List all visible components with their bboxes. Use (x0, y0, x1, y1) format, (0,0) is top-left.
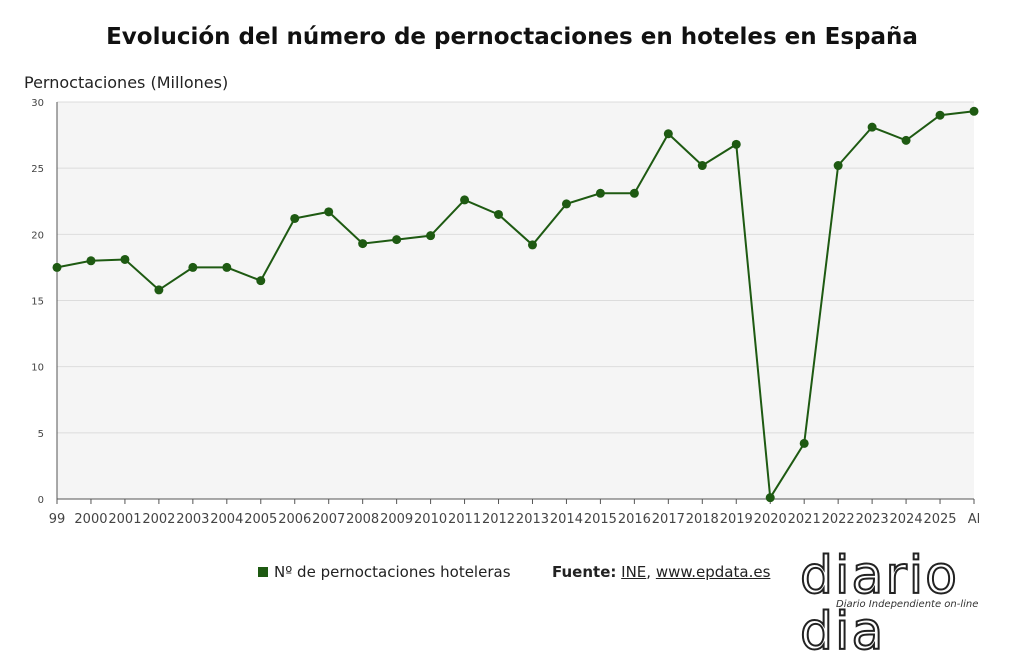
data-point (595, 188, 605, 198)
y-tick-label: 30 (31, 98, 44, 109)
data-point (86, 256, 96, 266)
data-point (460, 195, 470, 205)
data-point (697, 161, 707, 171)
x-tick-label: 2025 (923, 512, 956, 527)
x-tick-label: 2012 (482, 512, 515, 527)
x-tick-label: 2023 (856, 512, 889, 527)
x-tick-label: 2013 (516, 512, 549, 527)
x-tick-label: 2001 (108, 512, 141, 527)
data-point (629, 188, 639, 198)
data-point (731, 139, 741, 149)
data-point (188, 262, 198, 272)
legend-swatch (258, 567, 268, 577)
data-point (561, 199, 571, 209)
x-tick-label: 2007 (312, 512, 345, 527)
data-point (901, 135, 911, 145)
x-tick-label: 2000 (74, 512, 107, 527)
x-tick-label: 2006 (278, 512, 311, 527)
series-line (56, 110, 975, 501)
data-point (527, 240, 537, 250)
x-tick-label: 2009 (380, 512, 413, 527)
x-tick-label: 2024 (890, 512, 923, 527)
y-tick-label: 0 (38, 495, 44, 506)
source-separator: , (646, 563, 652, 581)
x-tick-label: 2022 (822, 512, 855, 527)
source-prefix: Fuente: (552, 563, 617, 581)
x-tick-label: Al (968, 512, 981, 527)
data-point (358, 239, 368, 249)
x-tick-label: 2005 (244, 512, 277, 527)
x-tick-label: 2008 (346, 512, 379, 527)
data-point (935, 110, 945, 120)
x-tick-label: 2019 (720, 512, 753, 527)
x-tick-label: 2010 (414, 512, 447, 527)
data-point (290, 213, 300, 223)
y-tick-label: 5 (38, 429, 44, 440)
data-point (494, 209, 504, 219)
data-point (154, 285, 164, 295)
data-point (969, 106, 979, 116)
x-tick-label: 2003 (176, 512, 209, 527)
x-tick-label: 99 (49, 512, 66, 527)
x-tick-label: 2011 (448, 512, 481, 527)
x-tick-label: 2014 (550, 512, 583, 527)
data-point (833, 161, 843, 171)
data-point (799, 438, 809, 448)
x-tick-label: 2016 (618, 512, 651, 527)
x-tick-label: 2015 (584, 512, 617, 527)
diario-dia-logo[interactable]: diario dia Diario Independiente on-line (799, 547, 1024, 661)
y-tick-label: 15 (31, 297, 44, 308)
data-point (324, 207, 334, 217)
y-tick-label: 25 (31, 164, 44, 175)
y-axis-label: Pernoctaciones (Millones) (24, 73, 229, 92)
data-point (765, 493, 775, 503)
data-point (256, 276, 266, 286)
y-tick-label: 20 (31, 230, 44, 241)
data-point (222, 262, 232, 272)
x-tick-label: 2017 (652, 512, 685, 527)
data-point (426, 231, 436, 241)
source-note: Fuente: INE, www.epdata.es (552, 563, 770, 581)
data-point (120, 254, 130, 264)
x-tick-label: 2018 (686, 512, 719, 527)
y-tick-label: 10 (31, 363, 44, 374)
data-point (663, 129, 673, 139)
legend-label: Nº de pernoctaciones hoteleras (274, 563, 511, 581)
chart-title: Evolución del número de pernoctaciones e… (106, 24, 918, 50)
x-tick-label: 2002 (142, 512, 175, 527)
legend[interactable]: Nº de pernoctaciones hoteleras (258, 563, 511, 581)
logo-tagline: Diario Independiente on-line (836, 599, 979, 610)
data-point (52, 262, 62, 272)
x-tick-label: 2020 (754, 512, 787, 527)
x-tick-label: 2004 (210, 512, 243, 527)
source-link-epdata[interactable]: www.epdata.es (655, 563, 771, 581)
source-link-ine[interactable]: INE (621, 563, 647, 581)
data-point (867, 122, 877, 132)
data-point (392, 235, 402, 245)
x-tick-label: 2021 (788, 512, 821, 527)
